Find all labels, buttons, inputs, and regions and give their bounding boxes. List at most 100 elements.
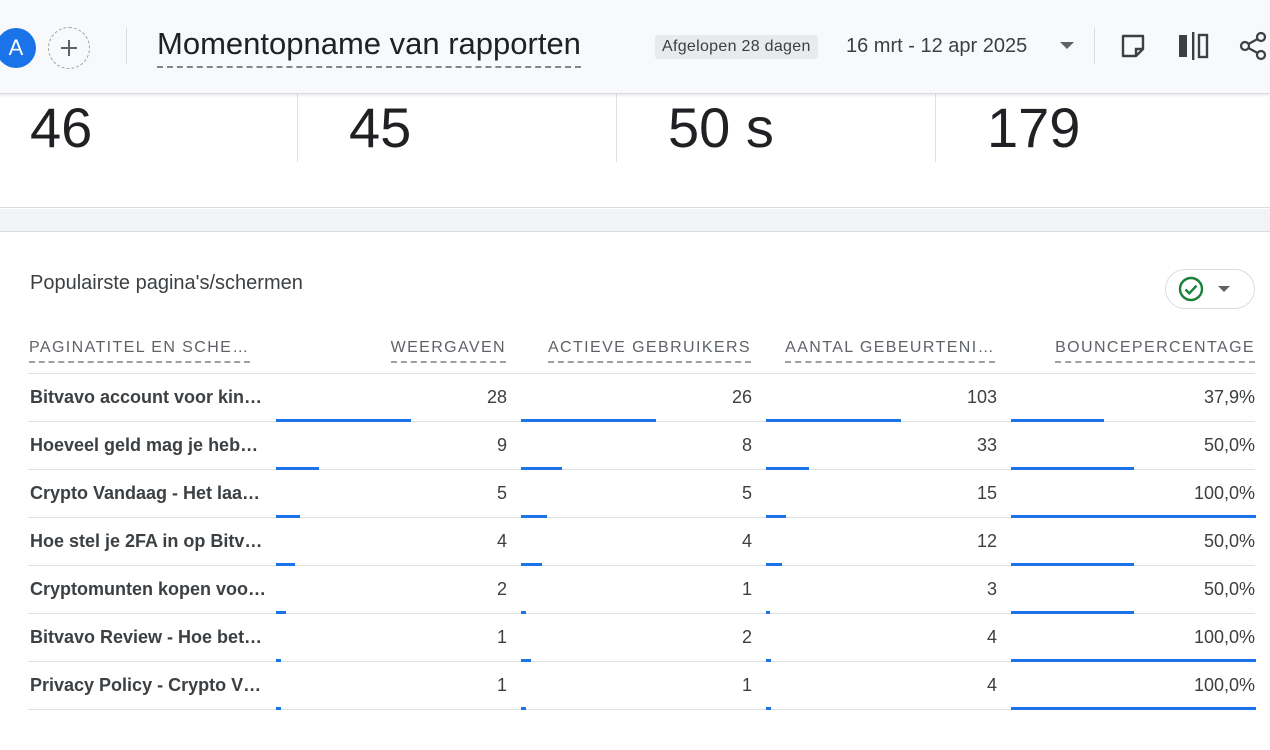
events-cell: 12 (976, 531, 997, 551)
views-bar (276, 563, 295, 566)
users-cell: 8 (741, 435, 752, 455)
section-gap (0, 209, 1270, 231)
events-bar (766, 563, 782, 566)
column-header-event-count[interactable]: AANTAL GEBEURTENI… (785, 338, 995, 363)
bounce-bar (1011, 419, 1104, 422)
users-bar (521, 515, 547, 518)
views-cell: 9 (496, 435, 507, 455)
data-quality-button[interactable] (1165, 269, 1255, 309)
page-title-cell[interactable]: Hoe stel je 2FA in op Bitv… (30, 531, 263, 551)
metric-value: 179 (987, 96, 1081, 159)
page-title-cell[interactable]: Bitvavo Review - Hoe bet… (30, 627, 263, 647)
bounce-cell: 50,0% (1203, 531, 1255, 551)
events-bar (766, 419, 901, 422)
compare-columns-icon (1179, 32, 1209, 60)
users-bar (521, 419, 656, 422)
metric-divider (616, 94, 617, 162)
header-divider (126, 28, 127, 64)
bounce-bar (1011, 467, 1134, 470)
bounce-cell: 100,0% (1193, 627, 1255, 647)
users-bar (521, 563, 542, 566)
metric-card[interactable]: 179 (987, 94, 1080, 162)
column-header-views[interactable]: WEERGAVEN (390, 338, 506, 363)
users-cell: 2 (741, 627, 752, 647)
events-bar (766, 659, 771, 662)
views-bar (276, 611, 286, 614)
views-cell: 28 (486, 387, 507, 407)
header-divider (1094, 28, 1095, 64)
users-bar (521, 467, 562, 470)
bounce-bar (1011, 563, 1134, 566)
table-row[interactable]: Privacy Policy - Crypto V… 1 1 4 100,0% (28, 662, 1256, 710)
page-title[interactable]: Momentopname van rapporten (157, 24, 581, 68)
metric-value: 46 (30, 96, 93, 159)
column-header-active-users[interactable]: ACTIEVE GEBRUIKERS (547, 338, 751, 363)
users-bar (521, 659, 531, 662)
users-cell: 1 (741, 675, 752, 695)
views-cell: 4 (496, 531, 507, 551)
views-cell: 2 (496, 579, 507, 599)
bounce-bar (1011, 515, 1256, 518)
users-cell: 4 (741, 531, 752, 551)
top-pages-card: Populairste pagina's/schermen PAGINATITE… (0, 231, 1270, 750)
events-cell: 33 (976, 435, 997, 455)
page-title-cell[interactable]: Hoeveel geld mag je heb… (30, 435, 259, 455)
table-row[interactable]: Hoe stel je 2FA in op Bitv… 4 4 12 50,0% (28, 518, 1255, 566)
chevron-down-icon (1218, 286, 1230, 292)
views-bar (276, 659, 281, 662)
column-header-bounce-rate[interactable]: BOUNCEPERCENTAGE (1055, 338, 1255, 363)
events-bar (766, 467, 809, 470)
table-row[interactable]: Bitvavo account voor kin… 28 26 103 37,9% (28, 374, 1255, 422)
users-cell: 5 (741, 483, 752, 503)
views-bar (276, 707, 281, 710)
column-header-page-title[interactable]: PAGINATITEL EN SCHE… (29, 338, 250, 363)
metric-strip: 46 45 50 s 179 (0, 94, 1270, 208)
views-cell: 1 (496, 675, 507, 695)
users-cell: 1 (741, 579, 752, 599)
table-row[interactable]: Hoeveel geld mag je heb… 9 8 33 50,0% (28, 422, 1255, 470)
metric-card[interactable]: 46 (30, 94, 92, 162)
share-button[interactable] (1236, 29, 1270, 63)
metric-divider (297, 94, 298, 162)
table-row[interactable]: Crypto Vandaag - Het laa… 5 5 15 100,0% (28, 470, 1256, 518)
table-row[interactable]: Cryptomunten kopen voo… 2 1 3 50,0% (28, 566, 1255, 614)
page-title-cell[interactable]: Crypto Vandaag - Het laa… (30, 483, 261, 503)
bounce-cell: 100,0% (1193, 675, 1255, 695)
header-divider (28, 373, 1255, 374)
metric-value: 45 (349, 96, 412, 159)
metric-value: 50 s (668, 96, 774, 159)
card-title: Populairste pagina's/schermen (30, 272, 303, 294)
events-bar (766, 707, 771, 710)
date-range-chip[interactable]: Afgelopen 28 dagen (655, 35, 818, 59)
events-cell: 3 (986, 579, 997, 599)
bounce-bar (1011, 707, 1256, 710)
bounce-bar (1011, 611, 1134, 614)
add-comparison-button[interactable] (48, 27, 90, 69)
users-bar (521, 611, 526, 614)
metric-card[interactable]: 45 (349, 94, 411, 162)
page-title-cell[interactable]: Privacy Policy - Crypto V… (30, 675, 262, 695)
users-bar (521, 707, 526, 710)
share-icon (1239, 31, 1267, 61)
events-bar (766, 515, 786, 518)
note-button[interactable] (1116, 29, 1150, 63)
bounce-cell: 50,0% (1203, 435, 1255, 455)
bounce-cell: 37,9% (1203, 387, 1255, 407)
avatar[interactable]: A (0, 28, 36, 68)
views-cell: 5 (496, 483, 507, 503)
add-comparison-icon (61, 40, 77, 56)
bounce-bar (1011, 659, 1256, 662)
events-bar (766, 611, 770, 614)
views-bar (276, 419, 411, 422)
page-title-cell[interactable]: Cryptomunten kopen voo… (30, 579, 267, 599)
bounce-cell: 50,0% (1203, 579, 1255, 599)
events-cell: 15 (976, 483, 997, 503)
events-cell: 103 (966, 387, 997, 407)
events-cell: 4 (986, 675, 997, 695)
chevron-down-icon[interactable] (1060, 42, 1074, 49)
metric-card[interactable]: 50 s (668, 94, 774, 162)
compare-button[interactable] (1176, 29, 1210, 63)
date-range-text[interactable]: 16 mrt - 12 apr 2025 (846, 35, 1028, 57)
table-row[interactable]: Bitvavo Review - Hoe bet… 1 2 4 100,0% (28, 614, 1256, 662)
page-title-cell[interactable]: Bitvavo account voor kin… (30, 387, 263, 407)
